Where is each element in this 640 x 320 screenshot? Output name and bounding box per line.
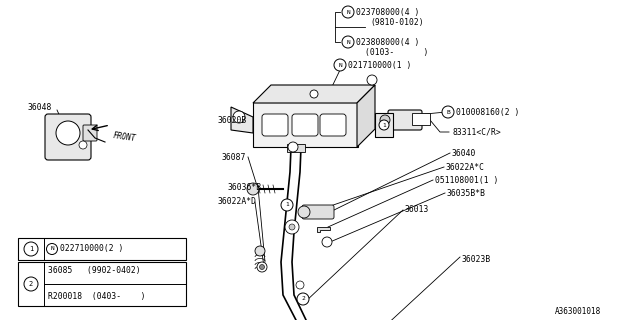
Circle shape xyxy=(259,265,264,269)
Circle shape xyxy=(297,293,309,305)
Circle shape xyxy=(24,242,38,256)
Text: 023808000(4 ): 023808000(4 ) xyxy=(356,37,419,46)
FancyBboxPatch shape xyxy=(18,262,186,306)
Text: 36022A*C: 36022A*C xyxy=(446,163,485,172)
Text: 36022A*D: 36022A*D xyxy=(218,197,257,206)
Text: R200018  (0403-    ): R200018 (0403- ) xyxy=(48,292,145,301)
FancyBboxPatch shape xyxy=(253,102,358,147)
Text: 022710000(2 ): 022710000(2 ) xyxy=(60,244,124,253)
Text: 36085   (9902-0402): 36085 (9902-0402) xyxy=(48,267,141,276)
Text: 051108001(1 ): 051108001(1 ) xyxy=(435,175,499,185)
FancyBboxPatch shape xyxy=(45,114,91,160)
Text: 83311<C/R>: 83311<C/R> xyxy=(452,127,500,137)
Circle shape xyxy=(281,199,293,211)
Text: 36087: 36087 xyxy=(222,153,246,162)
Circle shape xyxy=(442,106,454,118)
FancyBboxPatch shape xyxy=(375,113,393,137)
Text: 1: 1 xyxy=(382,123,386,127)
FancyBboxPatch shape xyxy=(388,110,422,130)
Circle shape xyxy=(47,244,58,254)
Circle shape xyxy=(247,183,259,195)
Circle shape xyxy=(24,277,38,291)
FancyBboxPatch shape xyxy=(320,114,346,136)
Circle shape xyxy=(379,120,389,130)
Circle shape xyxy=(289,224,295,230)
Circle shape xyxy=(322,237,332,247)
FancyBboxPatch shape xyxy=(302,205,334,219)
Text: (0103-      ): (0103- ) xyxy=(365,47,428,57)
Text: N: N xyxy=(346,39,350,44)
Text: 36020B: 36020B xyxy=(218,116,247,124)
Circle shape xyxy=(334,59,346,71)
Polygon shape xyxy=(231,107,253,133)
Text: 010008160(2 ): 010008160(2 ) xyxy=(456,108,520,116)
FancyBboxPatch shape xyxy=(18,238,186,260)
Text: 021710000(1 ): 021710000(1 ) xyxy=(348,60,412,69)
Text: N: N xyxy=(338,62,342,68)
Text: (9810-0102): (9810-0102) xyxy=(370,18,424,27)
Text: B: B xyxy=(446,109,450,115)
Polygon shape xyxy=(357,85,375,147)
Polygon shape xyxy=(317,227,330,232)
Circle shape xyxy=(310,90,318,98)
Text: 36048: 36048 xyxy=(28,102,52,111)
Circle shape xyxy=(285,220,299,234)
FancyBboxPatch shape xyxy=(262,114,288,136)
Text: 1: 1 xyxy=(29,246,33,252)
Polygon shape xyxy=(253,85,375,103)
Text: 36036*B: 36036*B xyxy=(228,182,262,191)
Circle shape xyxy=(296,281,304,289)
FancyBboxPatch shape xyxy=(412,113,430,125)
Text: 2: 2 xyxy=(29,281,33,287)
Circle shape xyxy=(79,141,87,149)
Text: 2: 2 xyxy=(301,297,305,301)
Text: N: N xyxy=(50,246,54,252)
Text: 36040: 36040 xyxy=(452,148,476,157)
Text: N: N xyxy=(346,10,350,14)
Text: 36035B*B: 36035B*B xyxy=(447,188,486,197)
Circle shape xyxy=(342,36,354,48)
Circle shape xyxy=(257,262,267,272)
Circle shape xyxy=(233,111,245,123)
FancyBboxPatch shape xyxy=(287,144,305,152)
Text: 36013: 36013 xyxy=(405,205,429,214)
Circle shape xyxy=(380,115,390,125)
Circle shape xyxy=(367,75,377,85)
Text: 1: 1 xyxy=(285,203,289,207)
Circle shape xyxy=(342,6,354,18)
FancyBboxPatch shape xyxy=(292,114,318,136)
FancyBboxPatch shape xyxy=(83,125,97,141)
Circle shape xyxy=(298,206,310,218)
Text: 023708000(4 ): 023708000(4 ) xyxy=(356,7,419,17)
Text: FRONT: FRONT xyxy=(112,131,136,143)
Text: 36023B: 36023B xyxy=(462,255,492,265)
Circle shape xyxy=(56,121,80,145)
Text: A363001018: A363001018 xyxy=(555,308,601,316)
Circle shape xyxy=(255,246,265,256)
Circle shape xyxy=(288,142,298,152)
